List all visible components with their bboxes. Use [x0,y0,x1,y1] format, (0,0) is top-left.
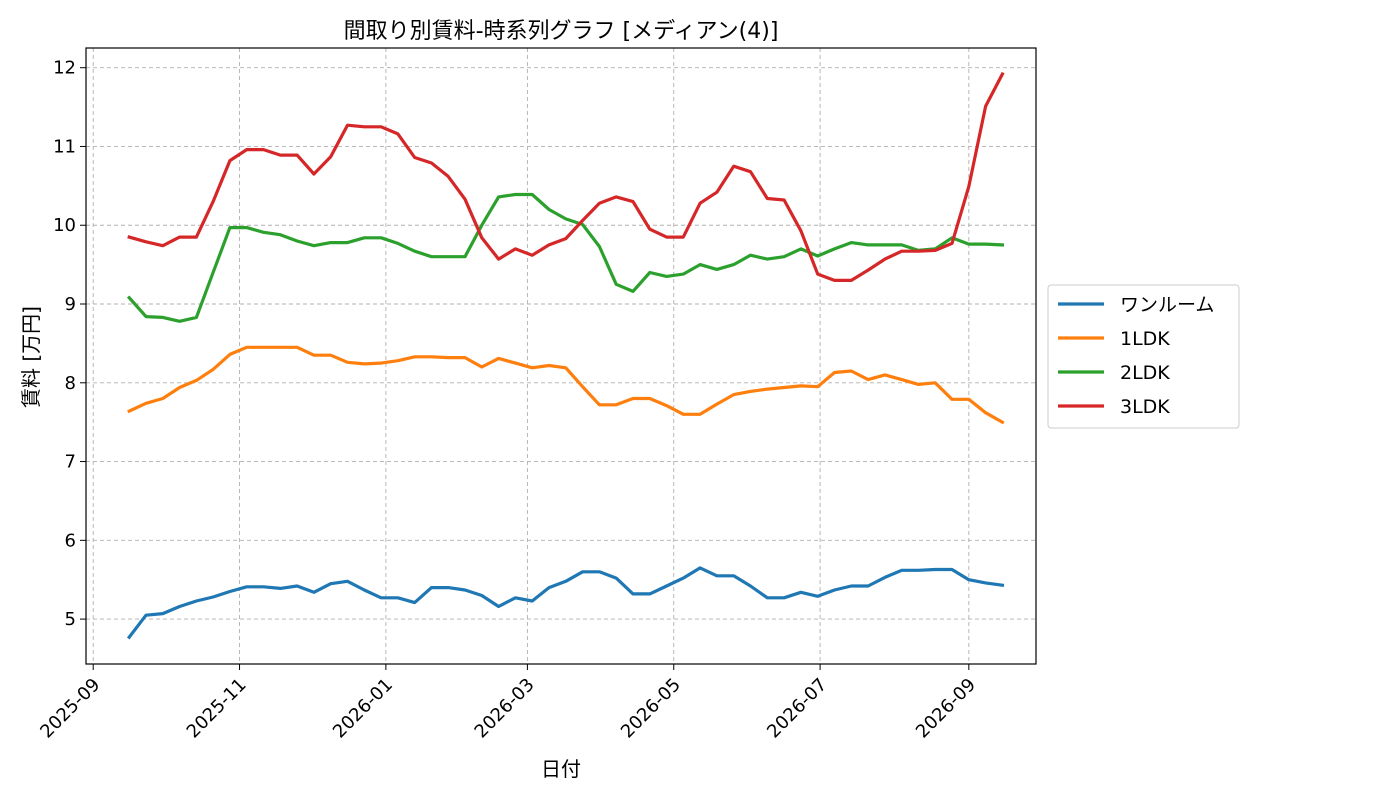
x-tick-label: 2025-11 [183,674,251,742]
legend-label-1: 1LDK [1120,328,1170,350]
chart-title: 間取り別賃料-時系列グラフ [メディアン(4)] [344,19,779,44]
y-axis-title: 賃料 [万円] [19,306,43,408]
series-line-0 [126,566,1005,640]
y-tick-label: 8 [65,373,76,394]
grid [86,48,1036,664]
x-axis: 2025-09 2025-11 2026-01 2026-03 2026-05 2026-… [36,664,980,742]
y-tick-label: 11 [53,136,76,157]
y-tick-label: 10 [53,215,76,236]
x-tick-label: 2026-03 [471,674,539,742]
y-axis: 5 6 7 8 9 10 11 12 [53,58,86,630]
legend-label-3: 3LDK [1120,396,1170,418]
y-tick-label: 9 [65,294,76,315]
legend-box [1047,284,1240,429]
y-tick-label: 12 [53,58,76,79]
legend-label-2: 2LDK [1120,362,1170,384]
x-tick-label: 2025-09 [36,674,104,742]
series-line-2 [126,192,1005,323]
legend: ワンルーム 1LDK 2LDK 3LDK [1047,284,1240,429]
x-tick-label: 2026-09 [912,674,980,742]
series-line-1 [127,345,1005,425]
x-tick-label: 2026-07 [763,674,831,742]
y-tick-label: 7 [65,452,76,473]
x-tick-label: 2026-01 [329,674,397,742]
legend-label-0: ワンルーム [1120,294,1214,316]
series-line-3 [127,71,1005,282]
x-axis-title: 日付 [541,757,581,781]
y-tick-label: 6 [65,530,76,551]
series-lines [126,71,1005,640]
x-tick-label: 2026-05 [617,674,685,742]
plot-frame [85,47,1037,665]
y-tick-label: 5 [65,609,76,630]
